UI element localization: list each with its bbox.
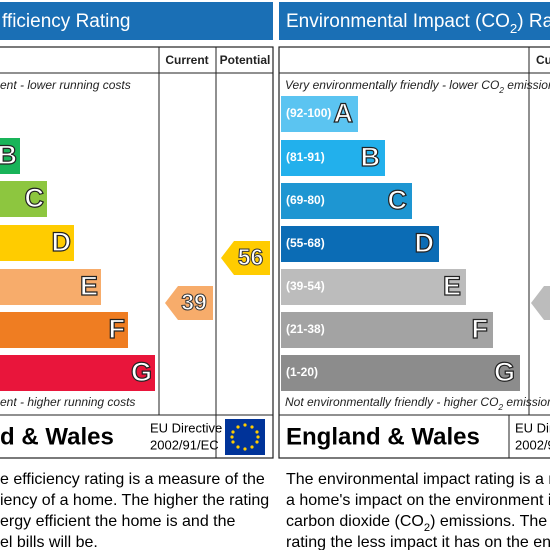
top-note: Very environmentally friendly - lower CO… [285, 78, 550, 95]
band-letter: E [443, 271, 461, 301]
text-segment: carbon dioxide (CO [286, 513, 424, 530]
left-header-bar [0, 2, 273, 40]
band-bar [0, 312, 128, 348]
band-letter: D [52, 227, 72, 257]
description-line: iency of a home. The higher the rating [0, 492, 269, 509]
left-panel [0, 46, 274, 459]
potential-arrow [221, 241, 270, 275]
directive: EU Directive [150, 420, 222, 435]
text-segment: 2 [497, 402, 503, 412]
band-letter: C [25, 183, 45, 213]
directive: 2002/91/EC [150, 437, 219, 452]
text-segment: a home's impact on the environment in [286, 492, 550, 509]
band-bar [281, 183, 412, 219]
description-line: The environmental impact rating is a me [286, 471, 550, 488]
band-letter: F [109, 314, 126, 344]
band-bar [281, 140, 385, 176]
band-bar [281, 269, 466, 305]
text-segment: The environmental impact rating is a me [286, 471, 550, 488]
text-segment: emissions [504, 78, 550, 92]
band-range: (21-38) [286, 322, 325, 336]
band-letter: B [361, 142, 381, 172]
current-arrow [165, 285, 213, 320]
text-segment: ) Ra [517, 11, 550, 32]
left-title: fficiency Rating [2, 11, 131, 32]
band-range: (92-100) [286, 106, 331, 120]
band-letter: A [334, 98, 354, 128]
text-segment: rating the less impact it has on the env… [286, 534, 550, 550]
description-line: carbon dioxide (CO2) emissions. The hig [286, 513, 550, 534]
band-letter: E [80, 271, 98, 301]
eu-stars [230, 423, 260, 451]
potential-arrow-label: 56 [238, 244, 264, 270]
band-range: (69-80) [286, 193, 325, 207]
text-segment: 2 [510, 21, 517, 36]
band-range: (55-68) [286, 236, 325, 250]
right-header-bar [279, 2, 550, 40]
description-line: el bills will be. [0, 534, 98, 550]
text-segment: Environmental Impact (CO [286, 11, 510, 32]
description-line: ergy efficient the home is and the [0, 513, 236, 530]
band-letter: G [494, 357, 515, 387]
description-line: rating the less impact it has on the env… [286, 534, 550, 550]
bottom-note: ent - higher running costs [0, 395, 135, 409]
description-line: e efficiency rating is a measure of the [0, 471, 265, 488]
band-bar [0, 269, 101, 305]
directive: EU Dir [515, 420, 550, 435]
top-note: ent - lower running costs [0, 78, 131, 92]
text-segment: 2 [498, 85, 504, 95]
text-segment: emissions [503, 395, 550, 409]
band-range: (81-91) [286, 150, 325, 164]
col-current: Cu [536, 53, 550, 67]
bottom-note: Not environmentally friendly - higher CO… [285, 395, 550, 412]
band-bar [281, 355, 520, 391]
text-segment: Not environmentally friendly - higher CO [285, 395, 498, 409]
band-letter: G [131, 357, 152, 387]
band-bar [281, 96, 358, 132]
band-bar [0, 181, 47, 217]
band-letter: F [472, 314, 489, 344]
band-bar [0, 138, 20, 174]
text-segment: 2 [424, 522, 430, 534]
band-letter: C [388, 185, 408, 215]
band-bar [281, 312, 493, 348]
band-bar [0, 355, 155, 391]
current-arrow [531, 286, 550, 320]
band-bar [281, 226, 439, 262]
band-bar [0, 225, 74, 261]
col-current: Current [165, 53, 208, 67]
text-segment: ) emissions. The hig [430, 513, 550, 530]
current-arrow-label: 39 [181, 289, 207, 315]
region: d & Wales [0, 423, 114, 450]
band-range: (1-20) [286, 365, 318, 379]
directive: 2002/9 [515, 437, 550, 452]
text-segment: Very environmentally friendly - lower CO [285, 78, 499, 92]
col-potential: Potential [220, 53, 271, 67]
band-letter: D [415, 228, 435, 258]
region: England & Wales [286, 423, 480, 450]
right-panel [278, 46, 550, 459]
band-letter: B [0, 140, 17, 170]
description-line: a home's impact on the environment in [286, 492, 550, 509]
band-range: (39-54) [286, 279, 325, 293]
right-title: Environmental Impact (CO2) Ra [286, 11, 550, 36]
